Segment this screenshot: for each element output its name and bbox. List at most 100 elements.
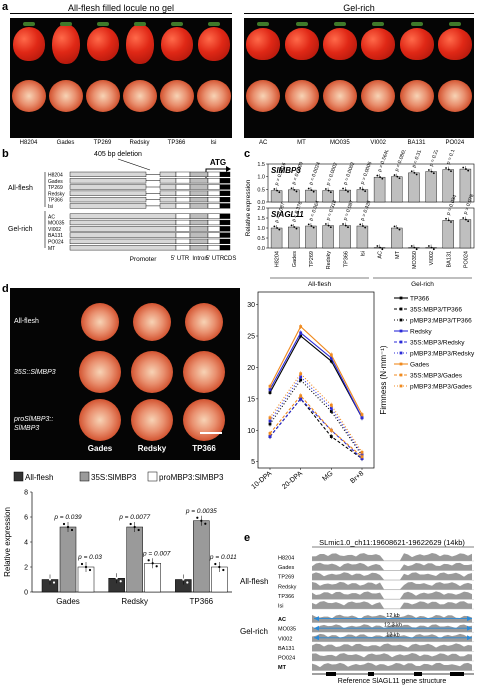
panel-d-bar-ytick-label: 2 xyxy=(24,565,28,572)
panel-a-label-Redsky: Redsky xyxy=(129,140,150,146)
panel-c-dot-top xyxy=(329,191,332,194)
panel-d-bar-dot-TP366-0 xyxy=(182,578,185,581)
panel-d-line-legend-label-0: TP366 xyxy=(410,296,430,303)
panel-d-line-marker-2 xyxy=(268,422,272,426)
panel-b-utr2-Redsky xyxy=(207,190,221,196)
panel-e-arrowhead-left-2 xyxy=(314,635,319,641)
panel-c-dot-top xyxy=(295,190,298,193)
panel-b-utr2-PO024 xyxy=(207,238,221,245)
panel-b-promoter-Redsky xyxy=(69,190,147,196)
panel-c-dot-bottom xyxy=(379,246,382,249)
panel-b-line-label-VI002: VI002 xyxy=(48,227,61,233)
panel-e-exon-0 xyxy=(326,672,336,676)
panel-d-line-series-7 xyxy=(269,394,363,458)
panel-d-fruit-Gades-0 xyxy=(81,303,119,341)
panel-c-dot-bottom xyxy=(327,224,330,227)
panel-b-vertical-labels: 5' UTR xyxy=(170,248,240,278)
panel-d-bar-pval-Redsky-a: p = 0.0077 xyxy=(118,514,150,521)
panel-c-dot-bottom xyxy=(329,226,332,229)
panel-b-utr-AC xyxy=(175,213,191,219)
panel-b-promoter-b-Isi xyxy=(159,203,177,209)
panel-c-bar-bottom xyxy=(459,219,472,249)
panel-b-cds-MO035 xyxy=(219,219,231,226)
fruit-calyx-H8204 xyxy=(22,22,35,26)
panel-b-group-flesh: All-flesh xyxy=(8,185,33,192)
panel-d-bar-dot-TP366-2 xyxy=(218,565,221,569)
panel-d-bar-dot-Redsky-1 xyxy=(137,528,140,532)
panel-e-coverage-tracks: SLmic1.0_ch11:19608621-19622629 (14kb) H8… xyxy=(278,538,474,685)
panel-c-dot-bottom xyxy=(432,248,435,251)
fruit-calyx-VI002 xyxy=(372,22,385,26)
panel-c-bar-bottom xyxy=(356,225,369,249)
whole-fruit-MO035 xyxy=(322,28,357,60)
panel-c-dot-top xyxy=(415,173,418,176)
panel-b-utr-MO035 xyxy=(175,219,191,226)
panel-d-line-series-4 xyxy=(269,398,363,459)
panel-d-line-legend-marker-5 xyxy=(399,351,403,355)
panel-d-line-legend-marker-0 xyxy=(399,296,403,300)
panel-c-dot-bottom xyxy=(342,223,344,225)
panel-e-line-label-PO024: PO024 xyxy=(278,656,295,662)
panel-d-line-marker-1 xyxy=(329,435,333,438)
panel-c-dot-top xyxy=(347,190,349,193)
panel-d-bar-ylabel: Relative expression xyxy=(3,507,12,577)
panel-a-group-right-title: Gel-rich xyxy=(244,3,474,14)
panel-e-line-label-MO035: MO035 xyxy=(278,627,296,633)
panel-c-bar-bottom xyxy=(391,227,403,249)
panel-d-line-marker-5 xyxy=(329,406,333,410)
panel-c-dot-bottom xyxy=(393,225,396,228)
panel-e-coverage-Isi xyxy=(312,601,472,609)
panel-d-line-legend-marker-7 xyxy=(399,373,403,377)
panel-e-exon-2 xyxy=(414,672,422,676)
panel-b-promoter-H8204 xyxy=(69,171,147,178)
panel-d-bar-TP366-1 xyxy=(193,520,210,593)
panel-d-bar-dot-Gades-2 xyxy=(80,562,84,566)
panel-a-label-MT: MT xyxy=(297,140,306,146)
panel-d-bar-dot-Gades-2 xyxy=(88,568,92,572)
panel-c-dot-top xyxy=(273,188,276,190)
panel-c-dot-bottom xyxy=(447,219,450,222)
panel-c-dot-top xyxy=(290,187,293,190)
panel-c-pvalue-bottom: p = 0.428 xyxy=(360,200,373,222)
panel-b-intron-TP269 xyxy=(189,184,209,190)
panel-d-line-marker-8 xyxy=(268,416,272,420)
panel-b-promoter-b-TP269 xyxy=(159,184,177,190)
fruit-slice-VI002 xyxy=(361,80,396,112)
panel-b-group-gel: Gel-rich xyxy=(8,226,33,233)
panel-d-fruit-TP366-0 xyxy=(185,303,223,341)
panel-b-intron-Redsky xyxy=(189,190,209,196)
panel-d-bar-ytick-label: 4 xyxy=(24,540,28,547)
panel-c-dot-top xyxy=(324,188,327,190)
panel-c-dot-top xyxy=(376,174,379,177)
whole-fruit-AC xyxy=(246,28,281,60)
panel-d-line-marker-7 xyxy=(329,428,333,432)
panel-e-line-label-TP366: TP366 xyxy=(278,594,294,600)
panel-c-dot-bottom xyxy=(398,228,401,231)
panel-d-col-label-Redsky: Redsky xyxy=(137,444,167,453)
panel-d-legend-swatch-2 xyxy=(147,471,158,482)
panel-d-bar-dot-Gades-1 xyxy=(62,522,66,526)
panel-d-line-legend-label-5: pMBP3:MBP3/Redsky xyxy=(410,351,475,358)
panel-d-line-legend-marker-8 xyxy=(399,384,403,388)
panel-c-pvalue-top: p = 0.224 xyxy=(428,150,441,167)
panel-d-fruit-Gades-2 xyxy=(79,399,121,441)
panel-d-bar-chart: All-flesh 35S:SlMBP3 proMBP3:SlMBP3 0 2 4 6 8 Re… xyxy=(3,471,237,606)
panel-d-bar-pval-Gades-a: p = 0.039 xyxy=(53,514,82,521)
panel-e-line-label-H8204: H8204 xyxy=(278,556,294,562)
panel-d-line-marker-7 xyxy=(268,432,272,435)
panel-a-label-TP269: TP269 xyxy=(93,140,112,146)
panel-c-dot-bottom xyxy=(324,223,327,225)
panel-d-line-marker-5 xyxy=(268,419,272,423)
panel-b-utr2-VI002 xyxy=(207,226,221,232)
panel-e-exon-3 xyxy=(450,672,464,676)
panel-c-dot-top xyxy=(465,168,467,170)
panel-c-dot-top xyxy=(432,172,435,175)
panel-c-dot-top xyxy=(410,170,413,173)
panel-b-promoter-b-Redsky xyxy=(159,190,177,196)
panel-a-label-Isi: Isi xyxy=(210,140,217,146)
panel-b-utr2-AC xyxy=(207,213,221,219)
fruit-calyx-PO024 xyxy=(448,22,461,26)
panel-c-dot-bottom xyxy=(344,224,347,227)
panel-b-intron-VI002 xyxy=(189,226,209,232)
fruit-calyx-AC xyxy=(257,22,270,26)
